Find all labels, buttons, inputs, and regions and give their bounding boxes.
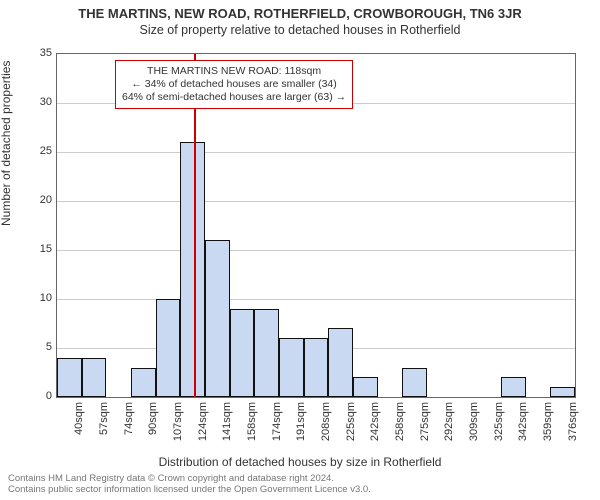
annotation-line-3: 64% of semi-detached houses are larger (…	[122, 91, 346, 104]
gridline	[57, 152, 575, 153]
annotation-line-1: THE MARTINS NEW ROAD: 118sqm	[122, 65, 346, 78]
x-tick-label: 275sqm	[419, 402, 431, 457]
annotation-line-2: ← 34% of detached houses are smaller (34…	[122, 78, 346, 91]
x-tick-label: 292sqm	[443, 402, 455, 457]
page-subtitle: Size of property relative to detached ho…	[0, 21, 600, 41]
x-tick-label: 141sqm	[221, 402, 233, 457]
histogram-bar	[402, 368, 427, 397]
y-axis-label: Number of detached properties	[0, 61, 13, 226]
x-tick-label: 74sqm	[123, 402, 135, 457]
x-tick-label: 325sqm	[493, 402, 505, 457]
annotation-box: THE MARTINS NEW ROAD: 118sqm ← 34% of de…	[115, 60, 353, 109]
histogram-bar	[279, 338, 304, 397]
histogram-bar	[156, 299, 181, 397]
footer-line-1: Contains HM Land Registry data © Crown c…	[8, 473, 592, 484]
histogram-bar	[304, 338, 329, 397]
y-tick-label: 5	[22, 341, 52, 353]
footer: Contains HM Land Registry data © Crown c…	[0, 471, 600, 496]
x-tick-label: 174sqm	[271, 402, 283, 457]
x-tick-label: 191sqm	[295, 402, 307, 457]
x-tick-label: 57sqm	[98, 402, 110, 457]
x-tick-label: 309sqm	[468, 402, 480, 457]
x-tick-label: 40sqm	[73, 402, 85, 457]
histogram-bar	[180, 142, 205, 397]
gridline	[57, 201, 575, 202]
y-tick-label: 25	[22, 145, 52, 157]
y-tick-label: 0	[22, 390, 52, 402]
x-tick-label: 225sqm	[345, 402, 357, 457]
x-tick-label: 107sqm	[172, 402, 184, 457]
x-tick-label: 258sqm	[394, 402, 406, 457]
gridline	[57, 299, 575, 300]
histogram-bar	[353, 377, 378, 397]
x-tick-label: 124sqm	[197, 402, 209, 457]
y-tick-label: 30	[22, 96, 52, 108]
footer-line-2: Contains public sector information licen…	[8, 484, 592, 495]
y-tick-label: 35	[22, 47, 52, 59]
x-tick-label: 208sqm	[320, 402, 332, 457]
plot-area: THE MARTINS NEW ROAD: 118sqm ← 34% of de…	[56, 53, 576, 398]
histogram-bar	[230, 309, 255, 397]
y-tick-label: 20	[22, 194, 52, 206]
x-tick-label: 359sqm	[542, 402, 554, 457]
histogram-bar	[328, 328, 353, 397]
histogram-bar	[82, 358, 107, 397]
x-tick-label: 158sqm	[246, 402, 258, 457]
histogram-bar	[550, 387, 575, 397]
gridline	[57, 250, 575, 251]
histogram-bar	[501, 377, 526, 397]
page-title: THE MARTINS, NEW ROAD, ROTHERFIELD, CROW…	[0, 0, 600, 21]
y-tick-label: 10	[22, 292, 52, 304]
x-tick-label: 376sqm	[567, 402, 579, 457]
x-tick-label: 342sqm	[517, 402, 529, 457]
histogram-bar	[131, 368, 156, 397]
histogram-bar	[57, 358, 82, 397]
histogram-bar	[254, 309, 279, 397]
histogram-bar	[205, 240, 230, 397]
x-tick-label: 90sqm	[147, 402, 159, 457]
chart-container: Number of detached properties THE MARTIN…	[0, 41, 600, 471]
x-tick-label: 242sqm	[369, 402, 381, 457]
x-axis-label: Distribution of detached houses by size …	[0, 455, 600, 469]
y-tick-label: 15	[22, 243, 52, 255]
